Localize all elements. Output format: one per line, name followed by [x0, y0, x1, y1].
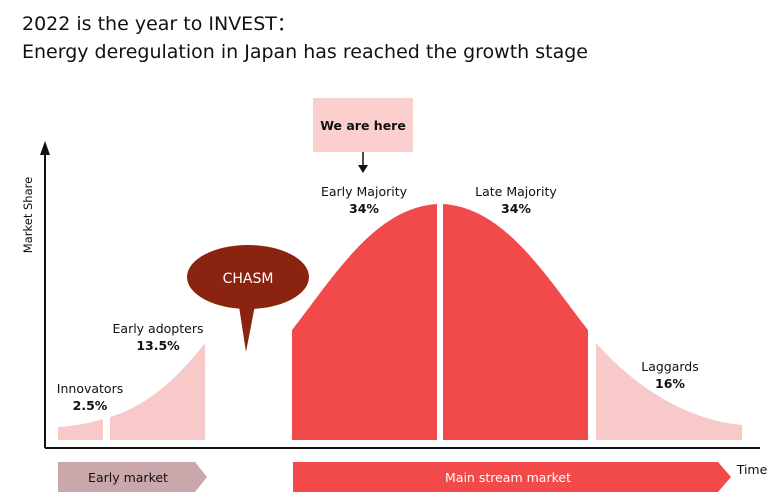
late-majority-area [443, 204, 588, 440]
phase-label: Early market [88, 470, 168, 485]
segment-share: 13.5% [136, 338, 180, 353]
segment-name: Innovators [57, 381, 123, 396]
segment-name: Late Majority [475, 184, 557, 199]
segment-share: 16% [655, 376, 685, 391]
segment-share: 34% [349, 201, 379, 216]
title-line: Energy deregulation in Japan has reached… [22, 41, 588, 63]
segment-share: 34% [501, 201, 531, 216]
phase-arrow [58, 462, 207, 492]
title-line: 2022 is the year to INVEST： [22, 13, 296, 35]
innovators-area [58, 419, 103, 440]
chasm-tail [238, 300, 256, 352]
callout-arrowhead [358, 165, 368, 173]
segment-name: Laggards [641, 359, 699, 374]
segment-share: 2.5% [73, 398, 108, 413]
callout-text: We are here [320, 118, 406, 133]
segment-name: Early adopters [113, 321, 204, 336]
early-majority-area [292, 204, 437, 440]
phase-label: Main stream market [445, 470, 571, 485]
chasm-bubble [187, 245, 309, 309]
early-adopters-area [110, 343, 205, 440]
phase-arrow [293, 462, 731, 492]
y-arrow [40, 141, 50, 155]
callout-box [313, 98, 413, 152]
x-axis-label: Time [736, 462, 768, 477]
laggards-area [596, 343, 742, 440]
chasm-label: CHASM [223, 271, 274, 287]
segment-name: Early Majority [321, 184, 408, 199]
y-axis-label: Market Share [21, 177, 35, 253]
